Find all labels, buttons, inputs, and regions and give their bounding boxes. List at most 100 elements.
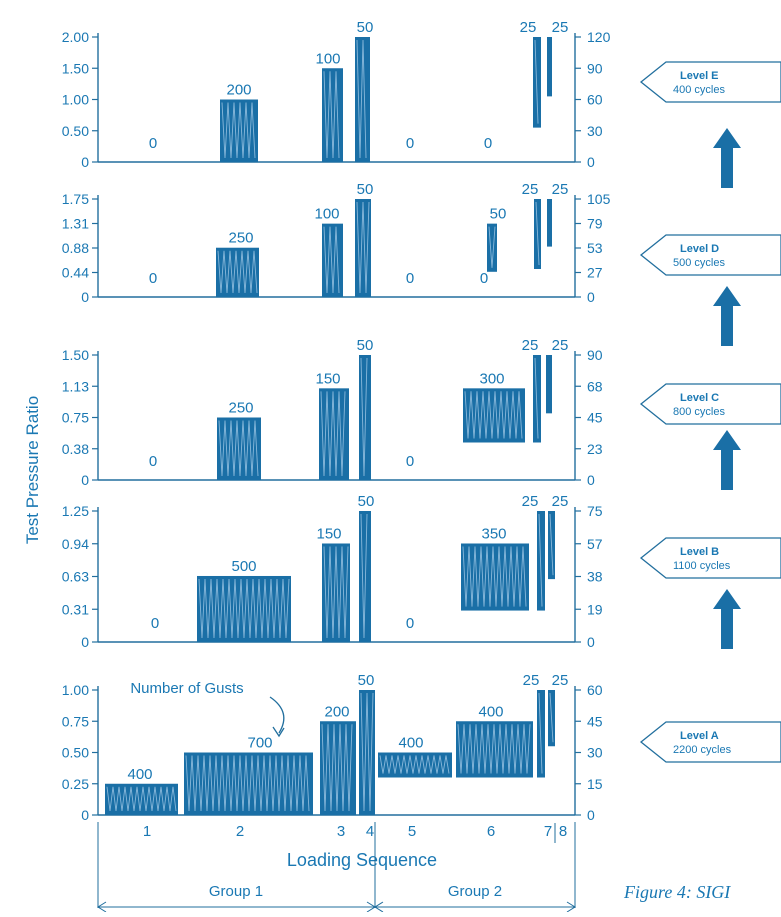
gust-count-label: 50 (357, 19, 374, 36)
gust-block (322, 68, 343, 162)
gust-fill (378, 752, 452, 778)
y-tick-label: 2.00 (62, 29, 89, 45)
gust-waveform (356, 39, 367, 159)
y2-tick-label: 120 (587, 29, 611, 45)
gust-block (320, 721, 356, 815)
level-name: Level B (680, 546, 719, 558)
gust-count-label: 0 (406, 453, 414, 470)
y-tick-label: 0.88 (62, 240, 89, 256)
gust-fill (547, 199, 552, 247)
level-callout: Level E 400 cycles (639, 61, 781, 103)
gust-fill (537, 690, 545, 778)
y2-tick-label: 45 (587, 713, 603, 729)
gust-waveform (221, 102, 256, 159)
group-label: Group 2 (448, 883, 502, 900)
gust-count-label: 0 (480, 270, 488, 287)
gust-count-label: 250 (228, 230, 253, 247)
gust-count-label: 0 (406, 270, 414, 287)
gust-waveform (534, 39, 539, 124)
gust-waveform (462, 546, 527, 607)
y-tick-label: 1.25 (62, 503, 89, 519)
y-tick-label: 1.50 (62, 347, 89, 363)
level-callout-box (639, 537, 781, 579)
gust-fill (487, 223, 497, 272)
gust-count-label: 150 (316, 525, 341, 542)
y2-tick-label: 30 (587, 123, 603, 139)
gust-annotation: Number of Gusts (130, 680, 243, 697)
y-axis-title: Test Pressure Ratio (23, 396, 42, 544)
y2-tick-label: 68 (587, 378, 603, 394)
gust-count-label: 50 (357, 337, 374, 354)
gust-count-label: 50 (358, 672, 375, 689)
x-tick-label: 8 (559, 823, 567, 840)
y-tick-label: 1.31 (62, 216, 89, 232)
gust-count-label: 25 (520, 19, 537, 36)
level-callout: Level D 500 cycles (639, 234, 781, 276)
gust-block (537, 511, 545, 611)
gust-waveform (360, 513, 368, 639)
level-cycles: 1100 cycles (673, 560, 731, 572)
gust-waveform (356, 201, 370, 294)
level-callout-box (639, 234, 781, 276)
up-arrow-icon (713, 128, 741, 188)
figure-caption: Figure 4: SIGI (624, 882, 731, 902)
y2-tick-label: 79 (587, 216, 603, 232)
gust-block (537, 690, 545, 778)
gust-fill (546, 355, 552, 414)
gust-block (220, 99, 258, 162)
y-tick-label: 0.50 (62, 745, 89, 761)
gust-count-label: 400 (478, 703, 503, 720)
gust-block (548, 690, 555, 747)
annotation-arrow (269, 696, 285, 734)
gust-block (105, 783, 178, 815)
y-tick-label: 0 (81, 472, 89, 488)
gust-count-label: 50 (357, 181, 374, 198)
y2-tick-label: 27 (587, 265, 603, 281)
y2-tick-label: 19 (587, 601, 603, 617)
up-arrow-icon (713, 286, 741, 346)
level-name: Level D (680, 243, 719, 255)
gust-block (533, 355, 541, 443)
gust-fill (533, 355, 541, 443)
gust-count-label: 25 (522, 337, 539, 354)
gust-count-label: 200 (226, 82, 251, 99)
level-callout: Level B 1100 cycles (639, 537, 781, 579)
annotation-arrow-head (272, 726, 285, 738)
y-tick-label: 1.13 (62, 378, 89, 394)
level-cycles: 400 cycles (673, 84, 725, 96)
y2-tick-label: 60 (587, 682, 603, 698)
gust-count-label: 0 (151, 615, 159, 632)
gust-count-label: 350 (481, 525, 506, 542)
y-tick-label: 1.00 (62, 92, 89, 108)
gust-count-label: 0 (149, 270, 157, 287)
y2-tick-label: 90 (587, 60, 603, 76)
up-arrow-icon (713, 589, 741, 649)
y-tick-label: 0 (81, 807, 89, 823)
gust-count-label: 0 (406, 615, 414, 632)
gust-count-label: 200 (324, 703, 349, 720)
level-name: Level E (680, 70, 719, 82)
gust-block (322, 543, 350, 642)
y2-tick-label: 30 (587, 745, 603, 761)
panel-level-d: 0 0.44 0.88 1.31 1.75 0 27 53 79 105 0 250 100 50 0 0 50… (62, 181, 781, 305)
gust-block (355, 37, 370, 162)
gust-block (487, 223, 497, 272)
gust-count-label: 250 (228, 400, 253, 417)
y2-tick-label: 57 (587, 536, 603, 552)
y-tick-label: 0.25 (62, 776, 89, 792)
y2-tick-label: 53 (587, 240, 603, 256)
gust-count-label: 25 (552, 337, 569, 354)
gust-waveform (323, 226, 340, 294)
gust-block (533, 37, 541, 128)
gust-count-label: 400 (127, 766, 152, 783)
gust-waveform (549, 692, 554, 743)
y-tick-label: 0.50 (62, 123, 89, 139)
up-arrow-icon (713, 430, 741, 490)
panel-level-e: 0 0.50 1.00 1.50 2.00 0 30 60 90 120 0 200 100 50 0 0 25… (62, 19, 781, 170)
level-callout-box (639, 383, 781, 425)
gust-count-label: 700 (247, 735, 272, 752)
gust-count-label: 500 (231, 558, 256, 575)
x-tick-label: 3 (337, 823, 345, 840)
